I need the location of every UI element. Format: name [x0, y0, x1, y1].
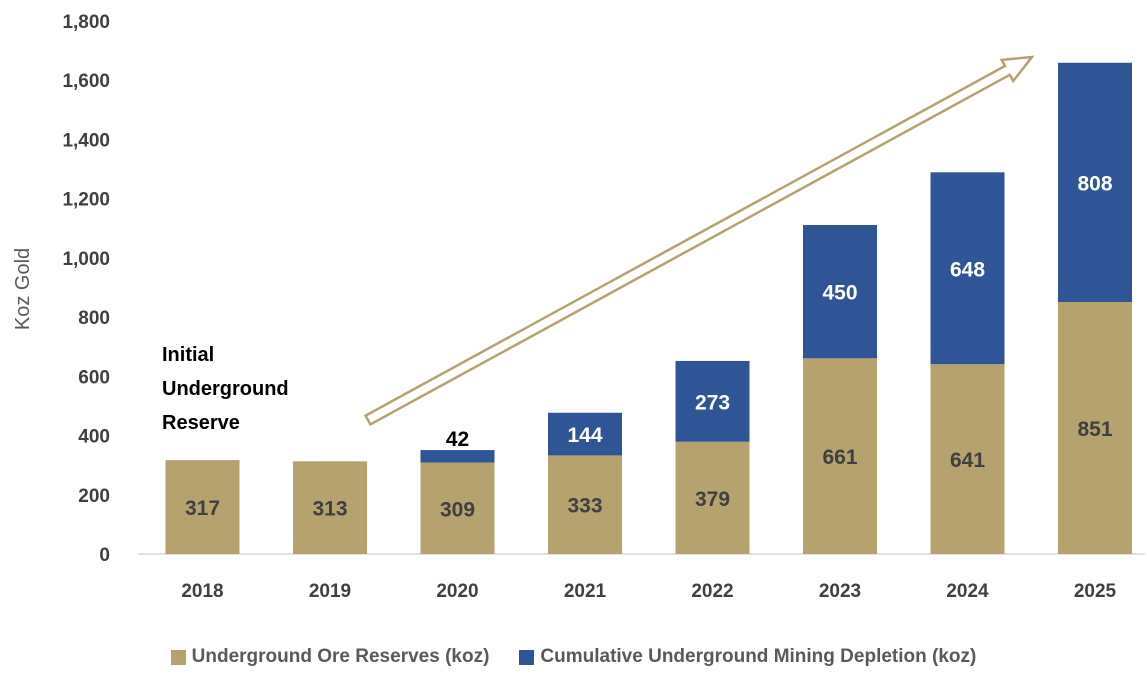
data-label-reserves: 317 [185, 497, 220, 520]
bar-reserves [930, 364, 1005, 554]
y-tick-label: 400 [78, 427, 110, 448]
y-tick-label: 1,600 [62, 71, 110, 92]
y-tick-label: 600 [78, 367, 110, 388]
data-label-reserves: 641 [950, 449, 985, 472]
trend-arrow [363, 55, 1035, 427]
legend-swatch-reserves [170, 649, 186, 665]
y-tick-label: 1,400 [62, 130, 110, 151]
bar-depletion [803, 225, 877, 359]
legend-item-reserves: Underground Ore Reserves (koz) [170, 646, 490, 668]
y-tick-label: 1,000 [62, 249, 110, 270]
x-tick-label: 2023 [819, 581, 861, 602]
bar-reserves [420, 462, 495, 554]
data-label-depletion: 42 [446, 428, 469, 451]
bar-depletion [675, 360, 750, 442]
bar-reserves [1058, 302, 1132, 554]
annotation-initial-underground-reserve: Initial Underground Reserve [162, 344, 294, 434]
legend-item-depletion: Cumulative Underground Mining Depletion … [519, 646, 976, 668]
bar-reserves [293, 461, 367, 554]
chart: Koz Gold 0 200 400 600 800 1,000 1,200 1,400 1,6… [12, 12, 1145, 602]
data-label-depletion: 144 [567, 424, 602, 447]
data-label-depletion: 648 [950, 258, 985, 281]
legend-label-reserves: Underground Ore Reserves (koz) [191, 646, 490, 667]
bar-depletion [930, 172, 1005, 365]
bar-reserves [165, 460, 240, 554]
y-tick-label: 200 [78, 486, 110, 507]
bar-reserves [803, 358, 877, 554]
data-label-reserves: 333 [567, 495, 602, 518]
y-tick-label: 0 [99, 545, 110, 566]
bar-reserves [548, 455, 622, 554]
data-label-reserves: 379 [695, 488, 730, 511]
x-tick-label: 2021 [564, 581, 607, 602]
x-tick-label: 2018 [181, 581, 223, 602]
data-label-depletion: 450 [822, 282, 857, 305]
bar-depletion [548, 412, 622, 456]
x-tick-label: 2024 [946, 581, 989, 602]
y-tick-label: 1,800 [62, 12, 110, 33]
data-label-reserves: 851 [1077, 418, 1112, 441]
legend-label-depletion: Cumulative Underground Mining Depletion … [540, 646, 977, 667]
x-tick-label: 2022 [691, 581, 733, 602]
y-tick-label: 800 [78, 308, 110, 329]
bar-reserves [675, 441, 750, 554]
data-label-reserves: 661 [822, 446, 857, 469]
data-label-reserves: 313 [312, 498, 347, 521]
x-tick-label: 2025 [1074, 581, 1117, 602]
data-label-depletion: 808 [1077, 172, 1112, 195]
bar-depletion [1058, 62, 1132, 303]
x-tick-label: 2020 [436, 581, 478, 602]
legend-swatch-depletion [519, 649, 535, 665]
legend: Underground Ore Reserves (koz) Cumulativ… [0, 646, 1147, 668]
y-tick-label: 1,200 [62, 190, 110, 211]
data-label-depletion: 273 [695, 391, 730, 414]
data-label-reserves: 309 [440, 498, 475, 521]
bar-depletion [420, 450, 495, 463]
x-tick-label: 2019 [309, 581, 351, 602]
y-axis-label: Koz Gold [12, 248, 34, 330]
